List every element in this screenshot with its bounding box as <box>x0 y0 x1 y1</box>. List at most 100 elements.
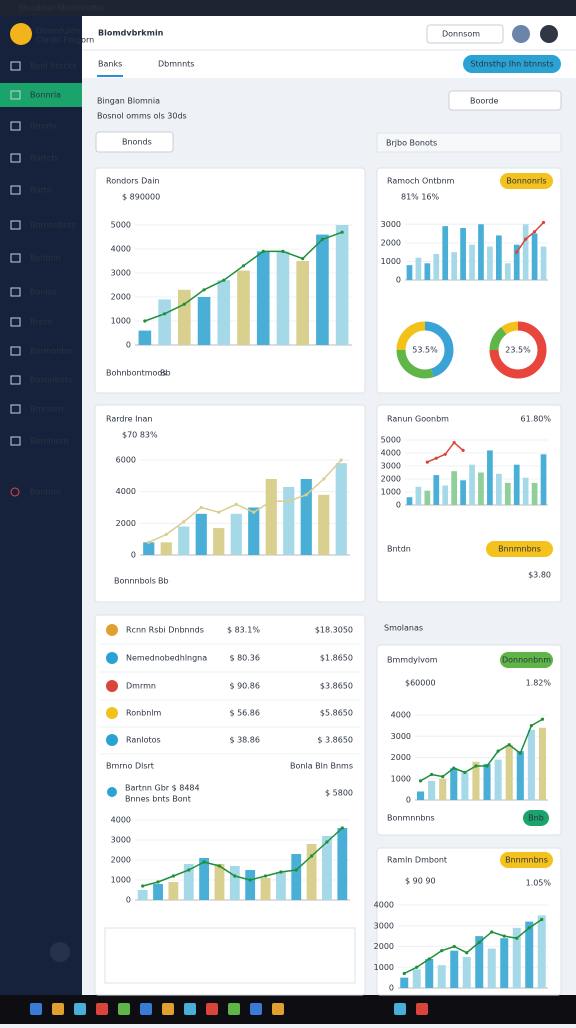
line-point <box>147 540 151 544</box>
taskbar-icon[interactable] <box>250 1003 262 1015</box>
taskbar-icon[interactable] <box>96 1003 108 1015</box>
help-button[interactable] <box>50 942 70 962</box>
y-tick-label: 2000 <box>381 475 401 484</box>
user-avatar <box>512 25 530 43</box>
taskbar <box>0 995 576 1024</box>
list-footer: Bmrno Dlsrt <box>106 762 154 771</box>
bar <box>537 915 546 988</box>
taskbar-icon[interactable] <box>416 1003 428 1015</box>
taskbar-icon[interactable] <box>228 1003 240 1015</box>
nav-item[interactable]: Bohbnn <box>30 254 61 263</box>
nav-icon <box>10 90 21 100</box>
line-point <box>182 520 186 524</box>
donut-slice <box>489 326 507 351</box>
y-tick-label: 0 <box>131 551 136 560</box>
search-box[interactable] <box>448 90 562 111</box>
nav-icon <box>10 404 21 414</box>
search-box[interactable] <box>426 24 504 44</box>
nav-item[interactable]: Bnmonbnts <box>30 221 76 230</box>
tab[interactable]: Banks <box>98 60 122 69</box>
line-point <box>252 510 256 514</box>
y-tick-label: 1000 <box>381 488 401 497</box>
nav-item[interactable]: Brptn <box>30 318 52 327</box>
bar <box>217 280 231 345</box>
line-point <box>425 460 429 464</box>
card-change: 1.82% <box>526 679 552 688</box>
y-tick-label: 5000 <box>111 221 131 230</box>
badge[interactable] <box>500 852 553 868</box>
tab-search[interactable]: Dbmnnts <box>158 60 194 69</box>
line-point <box>304 493 308 497</box>
dropdown[interactable] <box>95 131 174 153</box>
bar <box>306 844 317 900</box>
bar <box>433 254 440 280</box>
line-point <box>441 775 445 779</box>
bar <box>525 921 534 988</box>
nav-item[interactable]: Bortcts <box>30 154 59 163</box>
bar <box>495 473 502 505</box>
user-avatar <box>540 25 558 43</box>
nav-item[interactable]: Bonlos <box>30 288 57 297</box>
sidebar <box>0 16 82 995</box>
nav-icon <box>10 153 21 163</box>
line-point <box>496 749 500 753</box>
nav-item[interactable]: Bonnria <box>30 91 61 100</box>
line-point <box>515 250 519 254</box>
card <box>376 644 562 836</box>
taskbar-icon[interactable] <box>206 1003 218 1015</box>
taskbar-icon[interactable] <box>118 1003 130 1015</box>
bar <box>487 948 496 988</box>
nav-item[interactable]: Bortn <box>30 186 52 195</box>
legend-tag: Bb <box>160 369 171 378</box>
taskbar-icon[interactable] <box>184 1003 196 1015</box>
nav-item[interactable]: Bormonbn <box>30 347 71 356</box>
line-point <box>515 936 519 940</box>
card-title: Bmmdylvom <box>387 656 438 665</box>
card-value: $3.80 <box>528 571 551 580</box>
line-point <box>339 458 343 462</box>
bar <box>260 878 271 900</box>
badge[interactable] <box>523 810 549 826</box>
line-point <box>529 724 533 728</box>
taskbar-icon[interactable] <box>272 1003 284 1015</box>
bar <box>469 244 475 280</box>
bar <box>483 763 491 800</box>
taskbar-icon[interactable] <box>74 1003 86 1015</box>
bar <box>425 958 434 988</box>
line-point <box>465 951 469 955</box>
card-value: $60000 <box>405 679 436 688</box>
taskbar-icon[interactable] <box>394 1003 406 1015</box>
nav-item[interactable]: Bonl Stocks <box>30 62 77 71</box>
badge[interactable] <box>486 541 553 557</box>
nav-item[interactable]: Bmrsnm <box>30 405 64 414</box>
filter-bar[interactable] <box>376 132 562 153</box>
taskbar-icon[interactable] <box>162 1003 174 1015</box>
bar <box>424 490 431 505</box>
badge[interactable] <box>500 173 553 189</box>
line-point <box>199 505 203 510</box>
bar <box>495 235 502 280</box>
bar <box>265 479 277 555</box>
line-point <box>427 957 431 961</box>
nav-icon <box>10 61 21 71</box>
nav-logout[interactable]: Bontom <box>30 488 61 497</box>
nav-icon <box>10 253 21 263</box>
row-value: $ 80.36 <box>229 654 260 663</box>
y-tick-label: 1000 <box>374 963 394 972</box>
card-subtitle: Bntdn <box>387 545 411 554</box>
y-tick-label: 3000 <box>111 836 131 845</box>
card-value: $ 90 90 <box>405 877 436 886</box>
y-tick-label: 2000 <box>111 856 131 865</box>
taskbar-icon[interactable] <box>52 1003 64 1015</box>
taskbar-icon[interactable] <box>140 1003 152 1015</box>
nav-item[interactable]: Bemlnom <box>30 437 68 446</box>
badge[interactable] <box>500 652 553 668</box>
bar <box>516 751 524 800</box>
nav-item[interactable]: Brnofo <box>30 122 56 131</box>
primary-button[interactable] <box>463 55 561 73</box>
nav-item[interactable]: Bosnnbnts <box>30 376 72 385</box>
y-tick-label: 6000 <box>116 456 136 465</box>
sub-value: $ 5800 <box>325 789 353 798</box>
row-value: $ 56.86 <box>229 709 260 718</box>
taskbar-icon[interactable] <box>30 1003 42 1015</box>
